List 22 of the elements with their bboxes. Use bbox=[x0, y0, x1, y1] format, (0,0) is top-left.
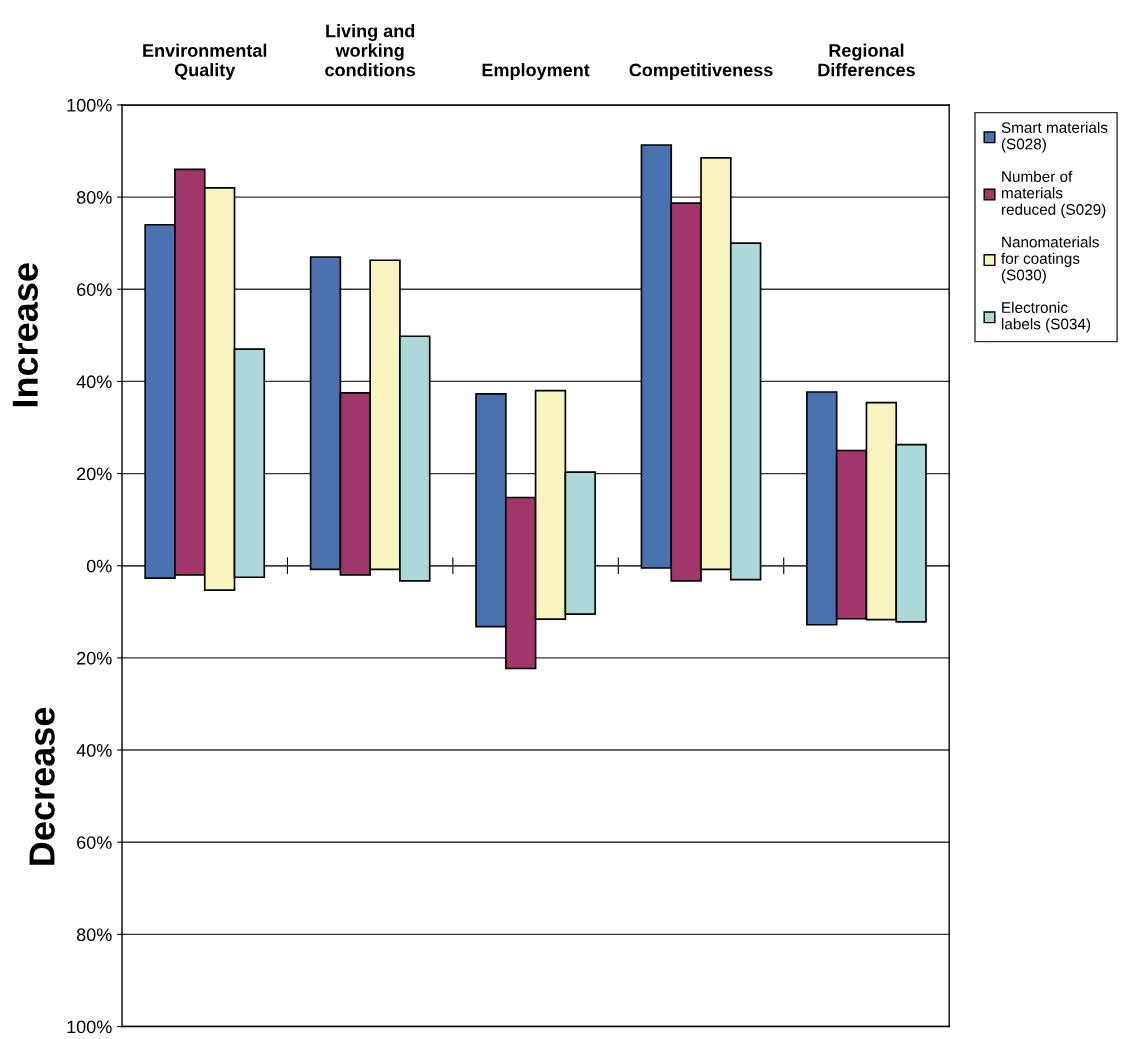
legend-label: Smart materials (S028) bbox=[1001, 121, 1108, 153]
y-tick-label: 60% bbox=[77, 283, 112, 296]
text: Decrease bbox=[29, 707, 55, 865]
x-tick-label: Employment bbox=[482, 63, 590, 80]
y-tick-label: 60% bbox=[77, 836, 112, 849]
legend-label: Electronic labels (S034) bbox=[1002, 301, 1091, 333]
y-tick-label: 80% bbox=[76, 191, 112, 204]
y-tick-label: 100% bbox=[67, 1020, 112, 1034]
x-tick-label: Living and working conditions bbox=[325, 24, 416, 77]
legend-label: Nanomaterials for coatings (S030) bbox=[1001, 236, 1099, 284]
y-tick-label: 40% bbox=[76, 743, 112, 757]
y-axis-title: Increase bbox=[12, 263, 38, 407]
y-tick-label: 80% bbox=[76, 928, 112, 942]
y-tick-label: 40% bbox=[76, 375, 112, 389]
y-tick-label: 20% bbox=[77, 651, 112, 665]
y-tick-label: 100% bbox=[67, 98, 112, 112]
legend-label: Number of materials reduced (S029) bbox=[1001, 170, 1106, 218]
x-tick-label: Environmental Quality bbox=[143, 43, 267, 80]
x-tick-label: Competitiveness bbox=[629, 63, 773, 80]
x-tick-label: Regional Differences bbox=[818, 43, 915, 77]
y-tick-label: 0% bbox=[86, 559, 112, 573]
y-tick-label: 20% bbox=[77, 467, 112, 481]
